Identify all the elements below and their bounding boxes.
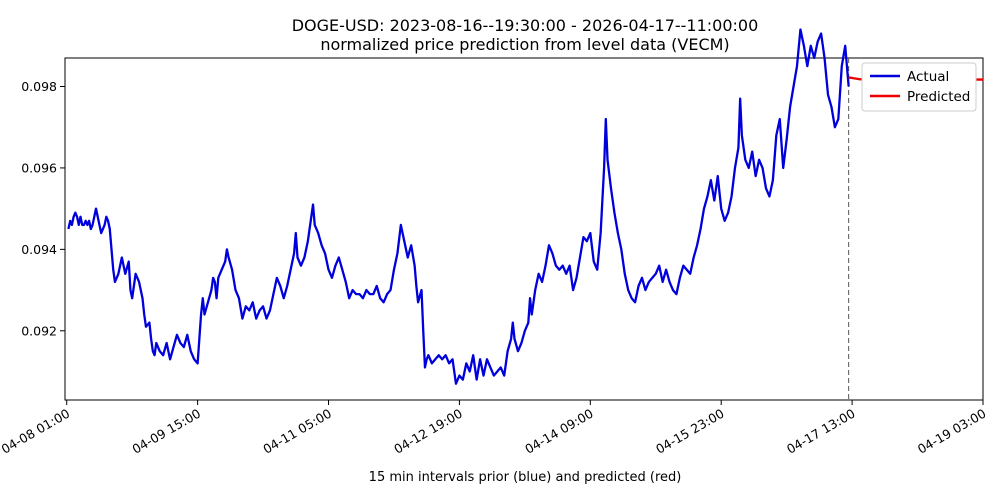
- x-tick-label: 04-15 23:00: [653, 406, 727, 457]
- x-tick-label: 04-14 09:00: [522, 406, 596, 457]
- y-tick-label: 0.092: [21, 323, 57, 338]
- legend-label-actual: Actual: [907, 69, 949, 85]
- plot-frame: [64, 57, 984, 401]
- x-tick-label: 04-17 13:00: [784, 406, 858, 457]
- series-layer: [67, 28, 983, 385]
- x-tick-label: 04-11 05:00: [260, 406, 334, 457]
- legend: Actual Predicted: [861, 62, 977, 112]
- x-tick-label: 04-12 19:00: [391, 406, 465, 457]
- plot-area: 0.092 0.094 0.096 0.098 04-08 01:00 04-09 15…: [0, 28, 989, 457]
- y-axis: 0.092 0.094 0.096 0.098: [21, 79, 65, 338]
- chart-title: DOGE-USD: 2023-08-16--19:30:00 - 2026-04…: [292, 16, 759, 35]
- x-axis-label: 15 min intervals prior (blue) and predic…: [369, 470, 682, 485]
- x-tick-label: 04-09 15:00: [130, 406, 204, 457]
- series-line-actual: [67, 28, 850, 385]
- chart-subtitle: normalized price prediction from level d…: [320, 35, 729, 54]
- y-tick-label: 0.098: [21, 79, 57, 94]
- x-axis: 04-08 01:00 04-09 15:00 04-11 05:00 04-12 1…: [0, 400, 989, 457]
- y-tick-label: 0.094: [21, 242, 57, 257]
- y-tick-label: 0.096: [21, 160, 57, 175]
- x-tick-label: 04-08 01:00: [0, 406, 72, 457]
- x-tick-label: 04-19 03:00: [915, 406, 989, 457]
- legend-label-predicted: Predicted: [907, 89, 970, 105]
